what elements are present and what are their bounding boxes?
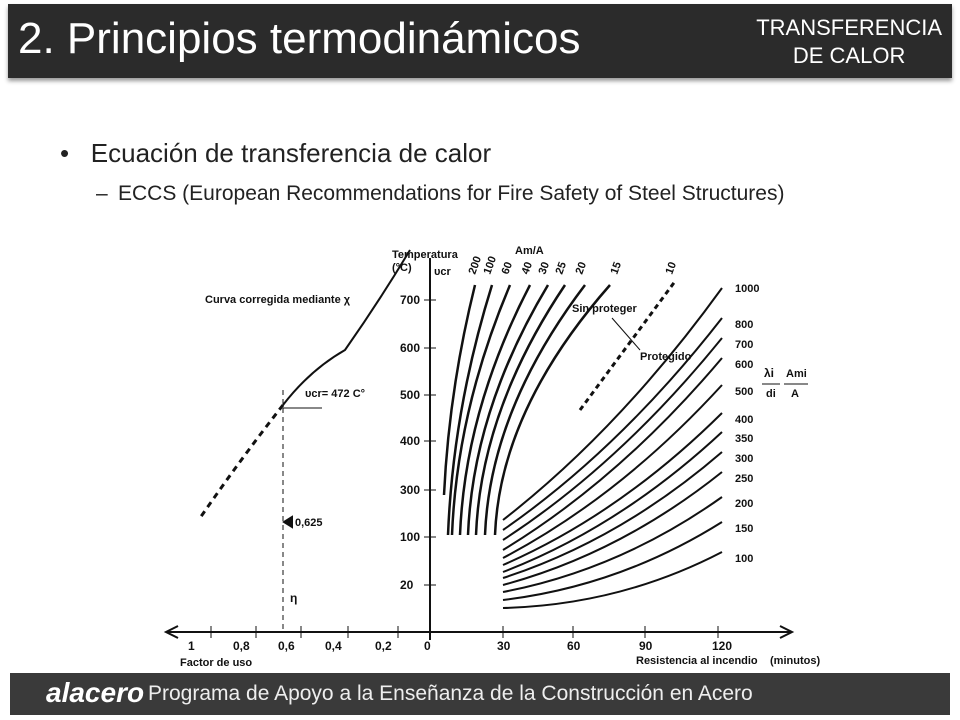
y-tick-label: 400 xyxy=(400,434,420,448)
formula: Ami xyxy=(786,368,807,380)
axis-title: Resistencia al incendio xyxy=(636,655,758,667)
curve-label: 700 xyxy=(735,339,753,351)
curve xyxy=(493,284,611,536)
curve xyxy=(466,284,550,536)
axis-title: (minutos) xyxy=(770,655,820,667)
curve-label: 150 xyxy=(735,523,753,535)
pointer xyxy=(611,317,641,351)
x-tick-label: 30 xyxy=(497,639,511,653)
curve xyxy=(502,451,723,579)
curve xyxy=(502,287,723,521)
tag-line: TRANSFERENCIA xyxy=(756,15,942,40)
x-tick-label: 60 xyxy=(567,639,581,653)
curve xyxy=(502,551,723,609)
section-tag: TRANSFERENCIA DE CALOR xyxy=(756,14,942,70)
axis-title: (°C) xyxy=(392,262,412,274)
logo: alacero xyxy=(46,677,145,708)
curve-label: 800 xyxy=(735,319,753,331)
formula: di xyxy=(766,388,776,400)
formula: A xyxy=(791,388,799,400)
slide-title: 2. Principios termodinámicos xyxy=(18,14,581,63)
curve-label: 20 xyxy=(574,260,589,276)
curve xyxy=(502,317,723,531)
arrow xyxy=(282,515,293,529)
y-tick-label: 100 xyxy=(400,530,420,544)
label: υcr= 472 C° xyxy=(305,388,365,400)
curve xyxy=(483,284,586,536)
bullet-dot: • xyxy=(60,138,91,168)
y-tick-label: 600 xyxy=(400,341,420,355)
dash: – xyxy=(96,182,108,205)
curve xyxy=(502,357,723,551)
formula: λi xyxy=(764,366,774,380)
curve xyxy=(502,337,723,541)
curve xyxy=(450,284,512,536)
axis-title: υcr xyxy=(434,266,452,278)
curve-label: 250 xyxy=(735,473,753,485)
curve-label: 100 xyxy=(735,553,753,565)
curves xyxy=(442,284,723,609)
curve-label: 400 xyxy=(735,414,753,426)
curve-label: 200 xyxy=(735,498,753,510)
label: Am/A xyxy=(515,245,544,257)
x-tick-label: 1 xyxy=(188,639,195,653)
curve-label: 40 xyxy=(520,260,535,276)
x-tick-label: 0,2 xyxy=(375,639,392,653)
header-bar: 2. Principios termodinámicos TRANSFERENC… xyxy=(8,4,952,78)
bullet: • Ecuación de transferencia de calor xyxy=(60,138,491,169)
label: Curva corregida mediante χ xyxy=(205,294,351,306)
axes xyxy=(163,249,795,640)
curve xyxy=(442,284,477,496)
curve xyxy=(198,404,285,519)
tag-line: DE CALOR xyxy=(792,43,906,68)
x-tick-label: 90 xyxy=(639,639,653,653)
curve-label: 350 xyxy=(735,433,753,445)
curve xyxy=(446,284,494,536)
y-tick-label: 20 xyxy=(400,578,414,592)
curve-label: 300 xyxy=(735,453,753,465)
label: η xyxy=(290,591,297,605)
curve-label: 100 xyxy=(482,255,500,276)
curve-label: 60 xyxy=(500,260,515,276)
label: Sin proteger xyxy=(572,303,638,315)
curve-label: 600 xyxy=(735,359,753,371)
sub-bullet: – ECCS (European Recommendations for Fire… xyxy=(96,180,858,208)
curve-label: 10 xyxy=(664,260,679,276)
axis-title: Factor de uso xyxy=(180,657,252,669)
curve xyxy=(502,431,723,573)
label: 0,625 xyxy=(295,517,323,529)
curve xyxy=(502,412,723,566)
curve xyxy=(502,471,723,586)
curve-label: 15 xyxy=(609,260,624,276)
sub-bullet-text: ECCS (European Recommendations for Fire … xyxy=(118,182,785,205)
curve-label: 1000 xyxy=(735,283,759,295)
y-tick-label: 500 xyxy=(400,388,420,402)
curve-label: 30 xyxy=(537,260,552,276)
footer-text: Programa de Apoyo a la Enseñanza de la C… xyxy=(148,682,753,705)
x-tick-label: 0,6 xyxy=(278,639,295,653)
bullet-text: Ecuación de transferencia de calor xyxy=(90,138,492,168)
x-tick-label: 120 xyxy=(712,639,732,653)
curve xyxy=(282,249,411,406)
curve-label: 500 xyxy=(735,386,753,398)
curve xyxy=(458,284,532,536)
y-tick-label: 700 xyxy=(400,293,420,307)
curve-label: 25 xyxy=(554,260,569,276)
curve-label: 200 xyxy=(467,255,485,276)
arrow xyxy=(163,625,795,639)
curve xyxy=(502,521,723,601)
label: Protegido xyxy=(640,351,692,363)
x-tick-label: 0 xyxy=(424,639,431,653)
x-tick-label: 0,4 xyxy=(325,639,342,653)
curve xyxy=(502,496,723,593)
curve xyxy=(474,284,567,536)
x-tick-label: 0,8 xyxy=(233,639,250,653)
footer-bar: alacero Programa de Apoyo a la Enseñanza… xyxy=(10,673,950,715)
y-tick-label: 300 xyxy=(400,483,420,497)
axis-title: Temperatura xyxy=(392,249,459,261)
curve xyxy=(502,384,723,559)
